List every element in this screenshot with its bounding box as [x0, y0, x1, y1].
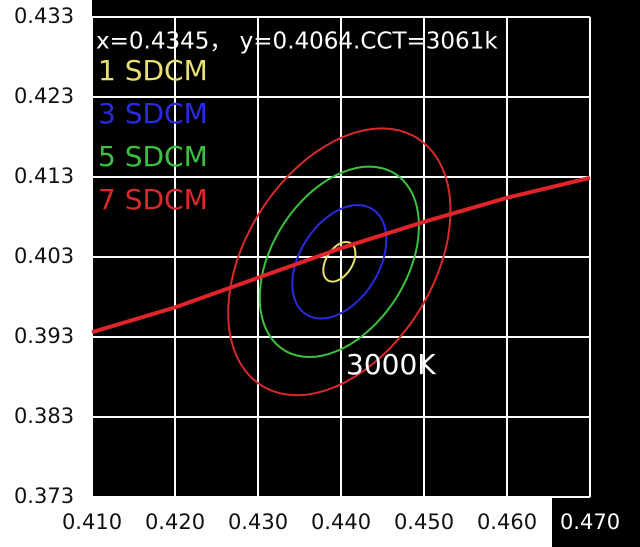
header: x=0.4345， y=0.4064.CCT=3061k — [96, 29, 498, 55]
y-tick-label: 0.413 — [14, 164, 74, 188]
x-tick-label: 0.450 — [394, 510, 454, 534]
y-tick-label: 0.423 — [14, 84, 74, 108]
x-tick-label: 0.470 — [560, 510, 620, 534]
legend-label: 1 SDCM — [98, 54, 208, 87]
locus-line — [91, 175, 591, 335]
legend-label: 3 SDCM — [98, 97, 208, 130]
x-tick-label: 0.460 — [477, 510, 537, 534]
x-tick-label: 0.440 — [311, 510, 371, 534]
y-tick-label: 0.403 — [14, 244, 74, 268]
x-tick-label: 0.410 — [62, 510, 122, 534]
ellipse — [258, 165, 420, 359]
plot-background — [92, 0, 640, 497]
y-tick-label: 0.373 — [14, 484, 74, 508]
y-tick-label: 0.433 — [14, 4, 74, 28]
ellipse — [227, 127, 452, 397]
corner-background — [552, 497, 640, 547]
annotation: 3000K — [346, 348, 436, 381]
x-tick-label: 0.420 — [145, 510, 205, 534]
ellipse — [322, 240, 357, 283]
legend-label: 7 SDCM — [98, 183, 208, 216]
ellipse — [291, 204, 388, 320]
legend-label: 5 SDCM — [98, 140, 208, 173]
x-tick-label: 0.430 — [228, 510, 288, 534]
y-tick-label: 0.393 — [14, 324, 74, 348]
y-tick-label: 0.383 — [14, 404, 74, 428]
